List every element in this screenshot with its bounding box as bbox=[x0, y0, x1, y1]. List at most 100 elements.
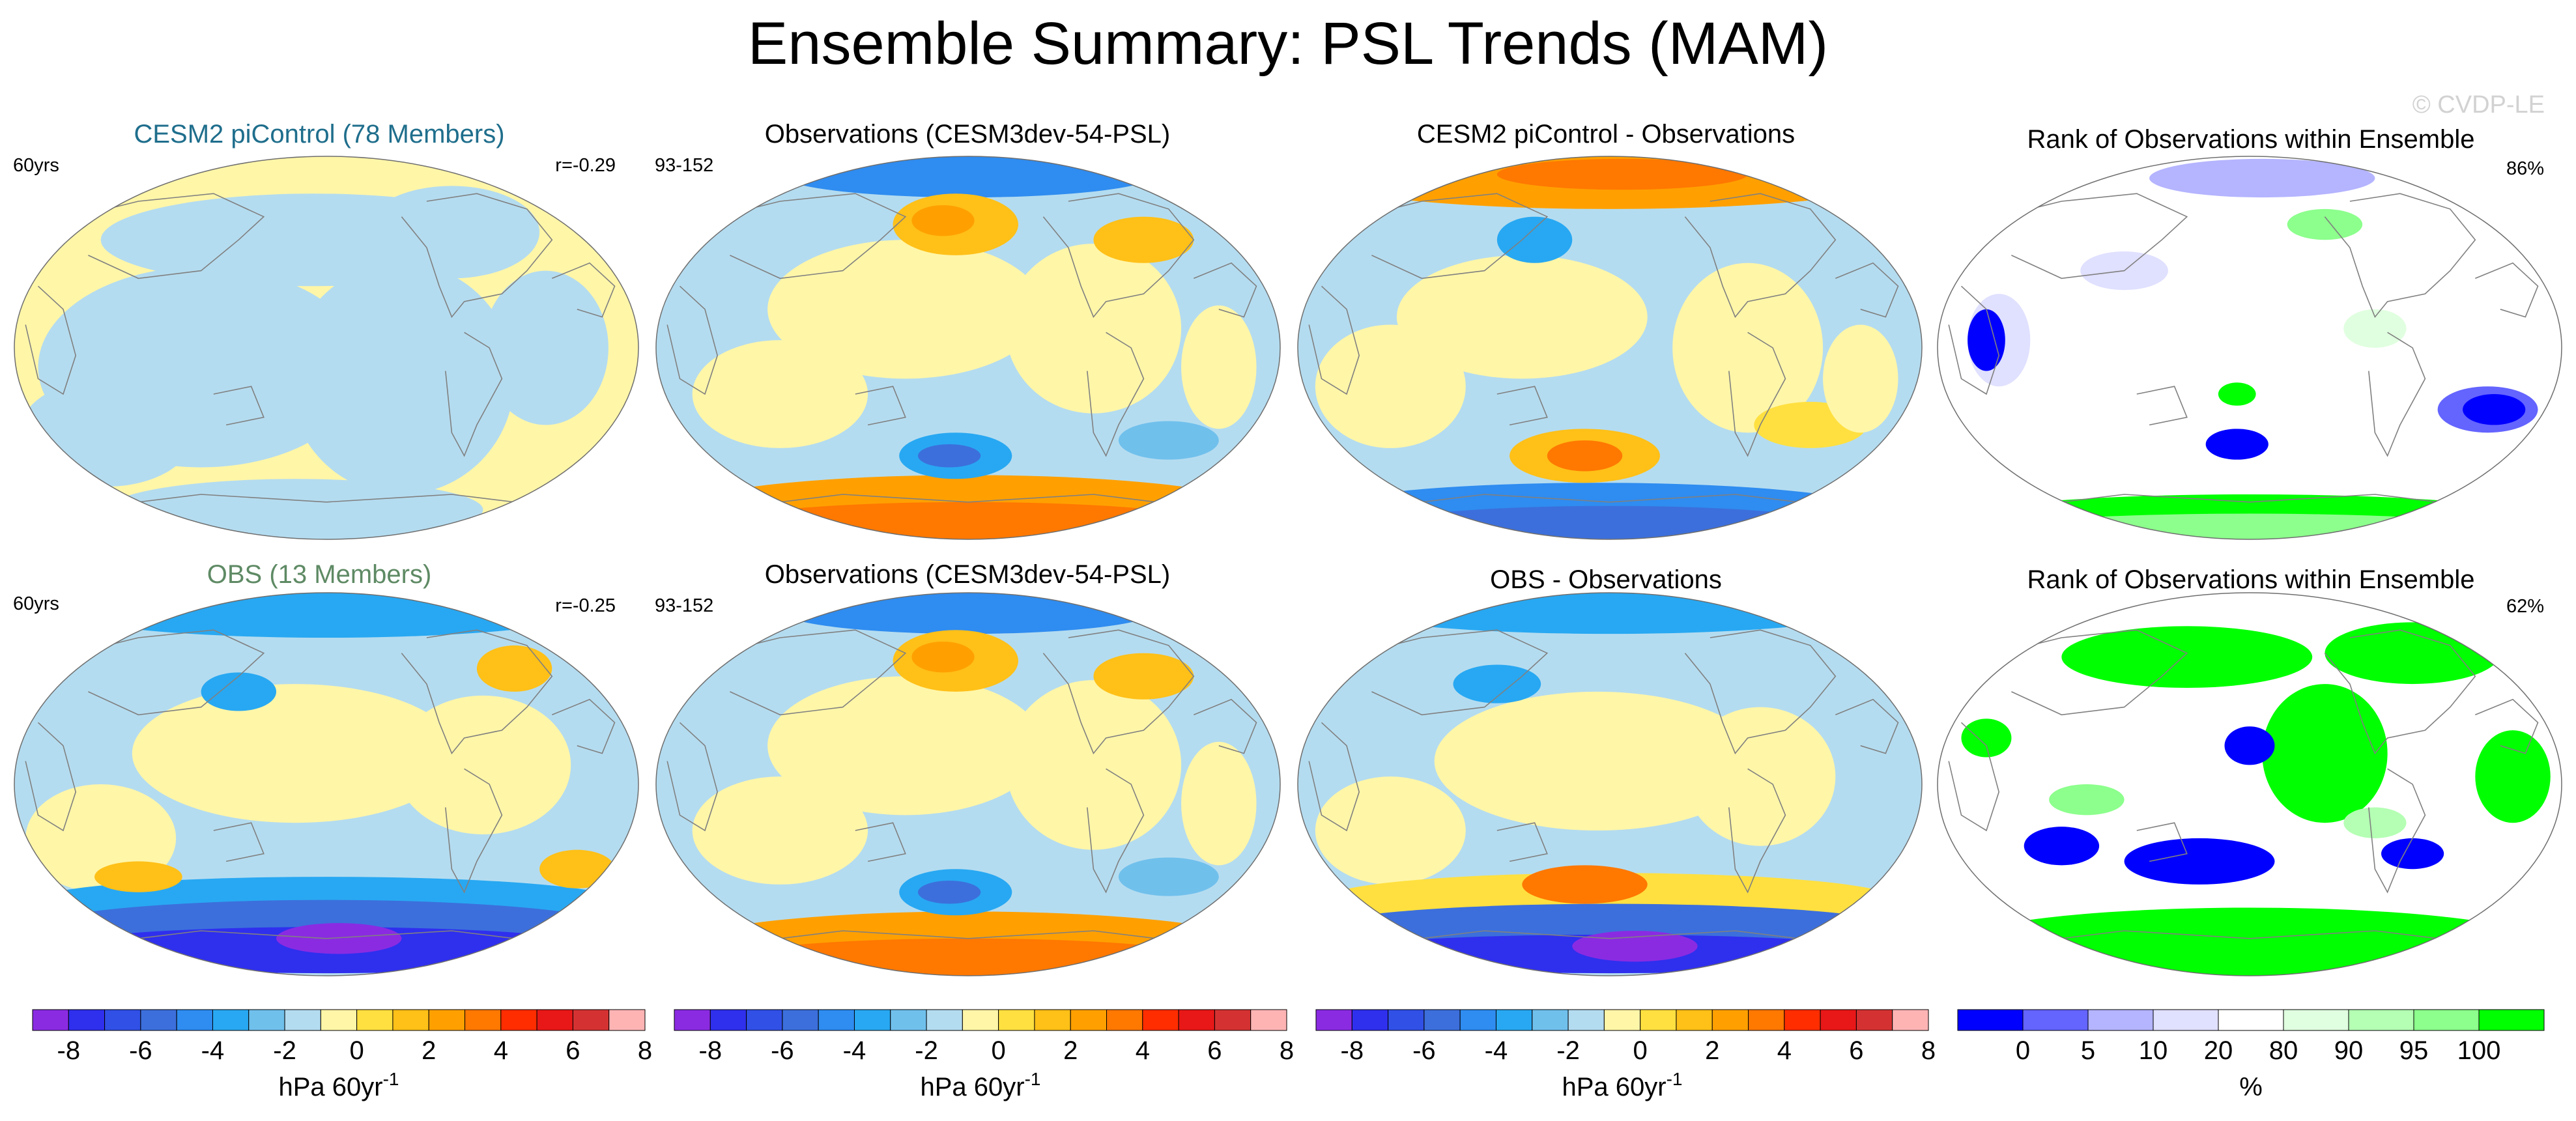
colorbar-swatch bbox=[1250, 1009, 1287, 1031]
colorbar-swatch bbox=[1784, 1009, 1821, 1031]
colorbar-swatch bbox=[1820, 1009, 1857, 1031]
map-anomaly-region bbox=[2343, 309, 2407, 348]
coastline bbox=[666, 285, 719, 395]
coastline bbox=[1308, 722, 1360, 832]
colorbar-swatch bbox=[1957, 1009, 2024, 1031]
colorbar-swatch bbox=[1424, 1009, 1461, 1031]
coastline bbox=[1087, 332, 1145, 457]
map-anomaly-region bbox=[1968, 309, 2005, 371]
colorbar-tick-label: 8 bbox=[638, 1036, 651, 1065]
colorbar-swatch bbox=[1855, 1009, 1893, 1031]
colorbar-tick-label: 0 bbox=[992, 1036, 1006, 1065]
panel-title: Observations (CESM3dev-54-PSL) bbox=[764, 560, 1171, 589]
colorbar-tick-label: 95 bbox=[2399, 1036, 2429, 1065]
map-anomaly-region bbox=[107, 479, 483, 539]
panel-left-label: 93-152 bbox=[655, 155, 714, 176]
map-field bbox=[14, 593, 638, 976]
colorbar-swatch bbox=[1070, 1009, 1108, 1031]
colorbar-swatch bbox=[1459, 1009, 1496, 1031]
coastline bbox=[1496, 386, 1548, 426]
colorbar-swatch bbox=[1711, 1009, 1749, 1031]
colorbar-tick-label: 8 bbox=[1280, 1036, 1293, 1065]
colorbar-tick-label: 5 bbox=[2081, 1036, 2095, 1065]
coastline bbox=[2136, 822, 2188, 862]
map-anomaly-region bbox=[1496, 216, 1573, 263]
coastline bbox=[445, 332, 503, 457]
map-border bbox=[655, 156, 1281, 540]
coastline bbox=[2324, 629, 2476, 755]
colorbar-tick-label: -4 bbox=[201, 1036, 225, 1065]
colorbar-swatch bbox=[1892, 1009, 1929, 1031]
map-anomaly-region bbox=[1315, 776, 1466, 885]
colorbar-trend: -8 -6 -4 -2 0 2 4 6 8 hPa 60yr-1 bbox=[674, 1009, 1293, 1101]
colorbar-swatch bbox=[674, 1009, 711, 1031]
colorbar-swatch bbox=[1676, 1009, 1713, 1031]
colorbar-swatch bbox=[284, 1009, 321, 1031]
coastline bbox=[25, 722, 77, 832]
map-anomaly-region bbox=[1315, 324, 1466, 448]
colorbar-tick-label: 4 bbox=[1777, 1036, 1792, 1065]
map-anomaly-region bbox=[476, 645, 552, 692]
colorbar-tick-label: 10 bbox=[2139, 1036, 2168, 1065]
colorbar-tick-label: 2 bbox=[1063, 1036, 1078, 1065]
map-anomaly-region bbox=[1434, 691, 1760, 831]
coastline bbox=[76, 494, 577, 511]
colorbar-swatch bbox=[104, 1009, 141, 1031]
map-anomaly-region bbox=[2049, 784, 2125, 816]
colorbar-swatch bbox=[1178, 1009, 1215, 1031]
colorbar-swatch bbox=[1603, 1009, 1641, 1031]
coastline bbox=[1308, 285, 1360, 395]
colorbar-swatch bbox=[2478, 1009, 2545, 1031]
map-anomaly-region bbox=[19, 378, 195, 487]
map-panel-rank bbox=[1937, 592, 2562, 976]
coastline bbox=[1835, 262, 1899, 318]
colorbar-tick-label: -4 bbox=[843, 1036, 866, 1065]
map-anomaly-region bbox=[1547, 440, 1623, 472]
colorbar-tick-label: -6 bbox=[771, 1036, 794, 1065]
coastline bbox=[1359, 629, 1549, 716]
colorbar-swatch bbox=[1495, 1009, 1533, 1031]
panel-title: Rank of Observations within Ensemble bbox=[2027, 125, 2475, 154]
map-anomaly-region bbox=[1093, 653, 1194, 700]
map-anomaly-region bbox=[2205, 429, 2268, 460]
map-border bbox=[14, 156, 639, 540]
colorbar-unit-base: hPa 60yr bbox=[920, 1073, 1024, 1101]
map-anomaly-region bbox=[2061, 626, 2313, 688]
map-anomaly-region bbox=[767, 240, 1044, 379]
colorbar-swatch bbox=[2348, 1009, 2414, 1031]
map-anomaly-region bbox=[1496, 158, 1748, 190]
colorbar-trend: -8 -6 -4 -2 0 2 4 6 8 hPa 60yr-1 bbox=[32, 1009, 651, 1101]
map-anomaly-region bbox=[1672, 263, 1824, 433]
coastline bbox=[445, 768, 503, 894]
coastline bbox=[1728, 332, 1786, 457]
colorbar-swatch bbox=[890, 1009, 927, 1031]
colorbar-tick-label: 2 bbox=[422, 1036, 436, 1065]
watermark: © CVDP-LE bbox=[2412, 91, 2545, 119]
map-field bbox=[656, 156, 1280, 539]
map-field bbox=[1298, 593, 1922, 976]
colorbar-swatch bbox=[248, 1009, 285, 1031]
panel-title: Rank of Observations within Ensemble bbox=[2027, 565, 2475, 594]
panel-left-label: 60yrs bbox=[13, 155, 59, 176]
colorbar-tick-label: 80 bbox=[2269, 1036, 2298, 1065]
colorbar-rank: 0 5 10 20 80 90 95 100% bbox=[1957, 1009, 2545, 1101]
colorbar-swatch bbox=[2218, 1009, 2284, 1031]
map-panel-rank bbox=[1937, 156, 2562, 540]
colorbar-swatch bbox=[465, 1009, 502, 1031]
coastline bbox=[1193, 262, 1257, 318]
colorbar-swatch bbox=[212, 1009, 250, 1031]
colorbar-unit-base: % bbox=[2239, 1073, 2263, 1101]
coastline bbox=[717, 629, 907, 716]
colorbar-tick-label: 0 bbox=[350, 1036, 364, 1065]
map-anomaly-region bbox=[2024, 827, 2100, 866]
colorbar-swatch bbox=[1388, 1009, 1425, 1031]
figure-title: Ensemble Summary: PSL Trends (MAM) bbox=[747, 10, 1829, 77]
coastline bbox=[1728, 768, 1786, 894]
colorbar-swatch bbox=[140, 1009, 177, 1031]
map-anomaly-region bbox=[2224, 726, 2275, 765]
map-anomaly-region bbox=[2381, 838, 2444, 870]
coastline bbox=[76, 930, 577, 947]
map-anomaly-region bbox=[2463, 394, 2526, 425]
panel-title: OBS (13 Members) bbox=[207, 560, 432, 589]
colorbar-swatch bbox=[998, 1009, 1035, 1031]
